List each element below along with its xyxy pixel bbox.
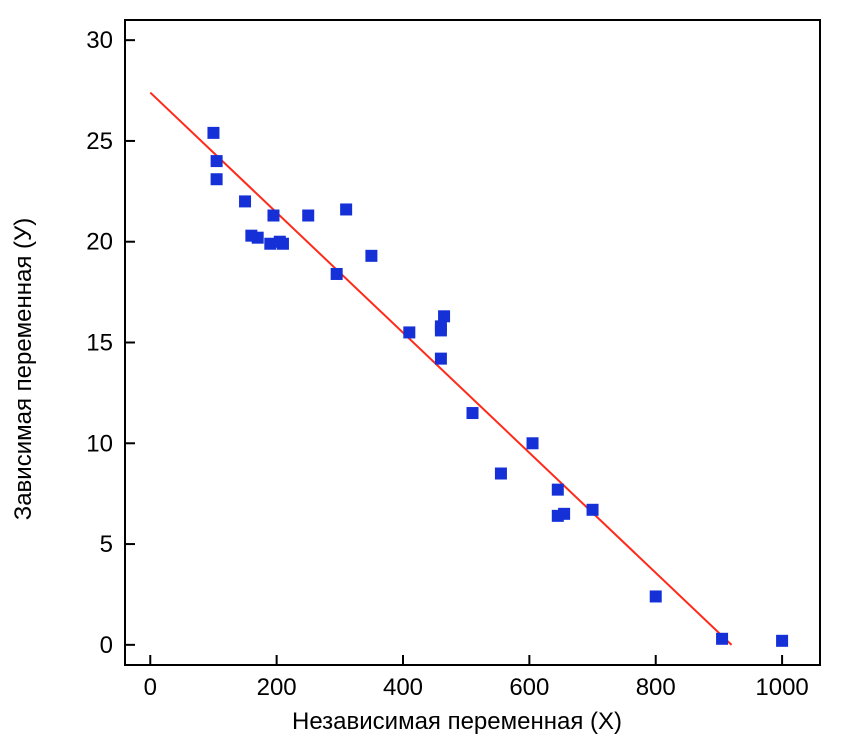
y-tick-label: 0 [100, 632, 113, 659]
scatter-point [211, 173, 223, 185]
y-tick-label: 15 [86, 330, 113, 357]
scatter-point [776, 635, 788, 647]
scatter-point [403, 326, 415, 338]
x-tick-label: 600 [509, 674, 549, 701]
x-tick-label: 800 [636, 674, 676, 701]
scatter-point [435, 353, 447, 365]
scatter-point [438, 310, 450, 322]
y-tick-label: 5 [100, 531, 113, 558]
y-axis-title: Зависимая переменная (У) [10, 218, 38, 521]
scatter-point [587, 504, 599, 516]
scatter-point [207, 127, 219, 139]
y-tick-label: 30 [86, 27, 113, 54]
scatter-point [252, 232, 264, 244]
scatter-point [558, 508, 570, 520]
x-tick-label: 0 [144, 674, 157, 701]
x-tick-label: 1000 [755, 674, 808, 701]
scatter-point [552, 484, 564, 496]
scatter-point [365, 250, 377, 262]
scatter-point [527, 437, 539, 449]
scatter-point [239, 195, 251, 207]
scatter-point [267, 210, 279, 222]
scatter-point [650, 590, 662, 602]
scatter-point [211, 155, 223, 167]
scatter-point [340, 203, 352, 215]
y-tick-label: 20 [86, 229, 113, 256]
scatter-point [716, 633, 728, 645]
y-tick-label: 25 [86, 128, 113, 155]
chart-svg: 0 200 400 600 800 1000 0 5 10 15 20 25 30 [0, 0, 848, 738]
y-tick-label: 10 [86, 430, 113, 457]
scatter-point [331, 268, 343, 280]
x-axis-title: Независимая переменная (Х) [292, 708, 622, 736]
x-tick-label: 400 [383, 674, 423, 701]
scatter-point [302, 210, 314, 222]
scatter-point [467, 407, 479, 419]
scatter-chart: 0 200 400 600 800 1000 0 5 10 15 20 25 30 Зависимая … [0, 0, 848, 738]
scatter-point [495, 468, 507, 480]
scatter-point [277, 238, 289, 250]
x-tick-label: 200 [257, 674, 297, 701]
